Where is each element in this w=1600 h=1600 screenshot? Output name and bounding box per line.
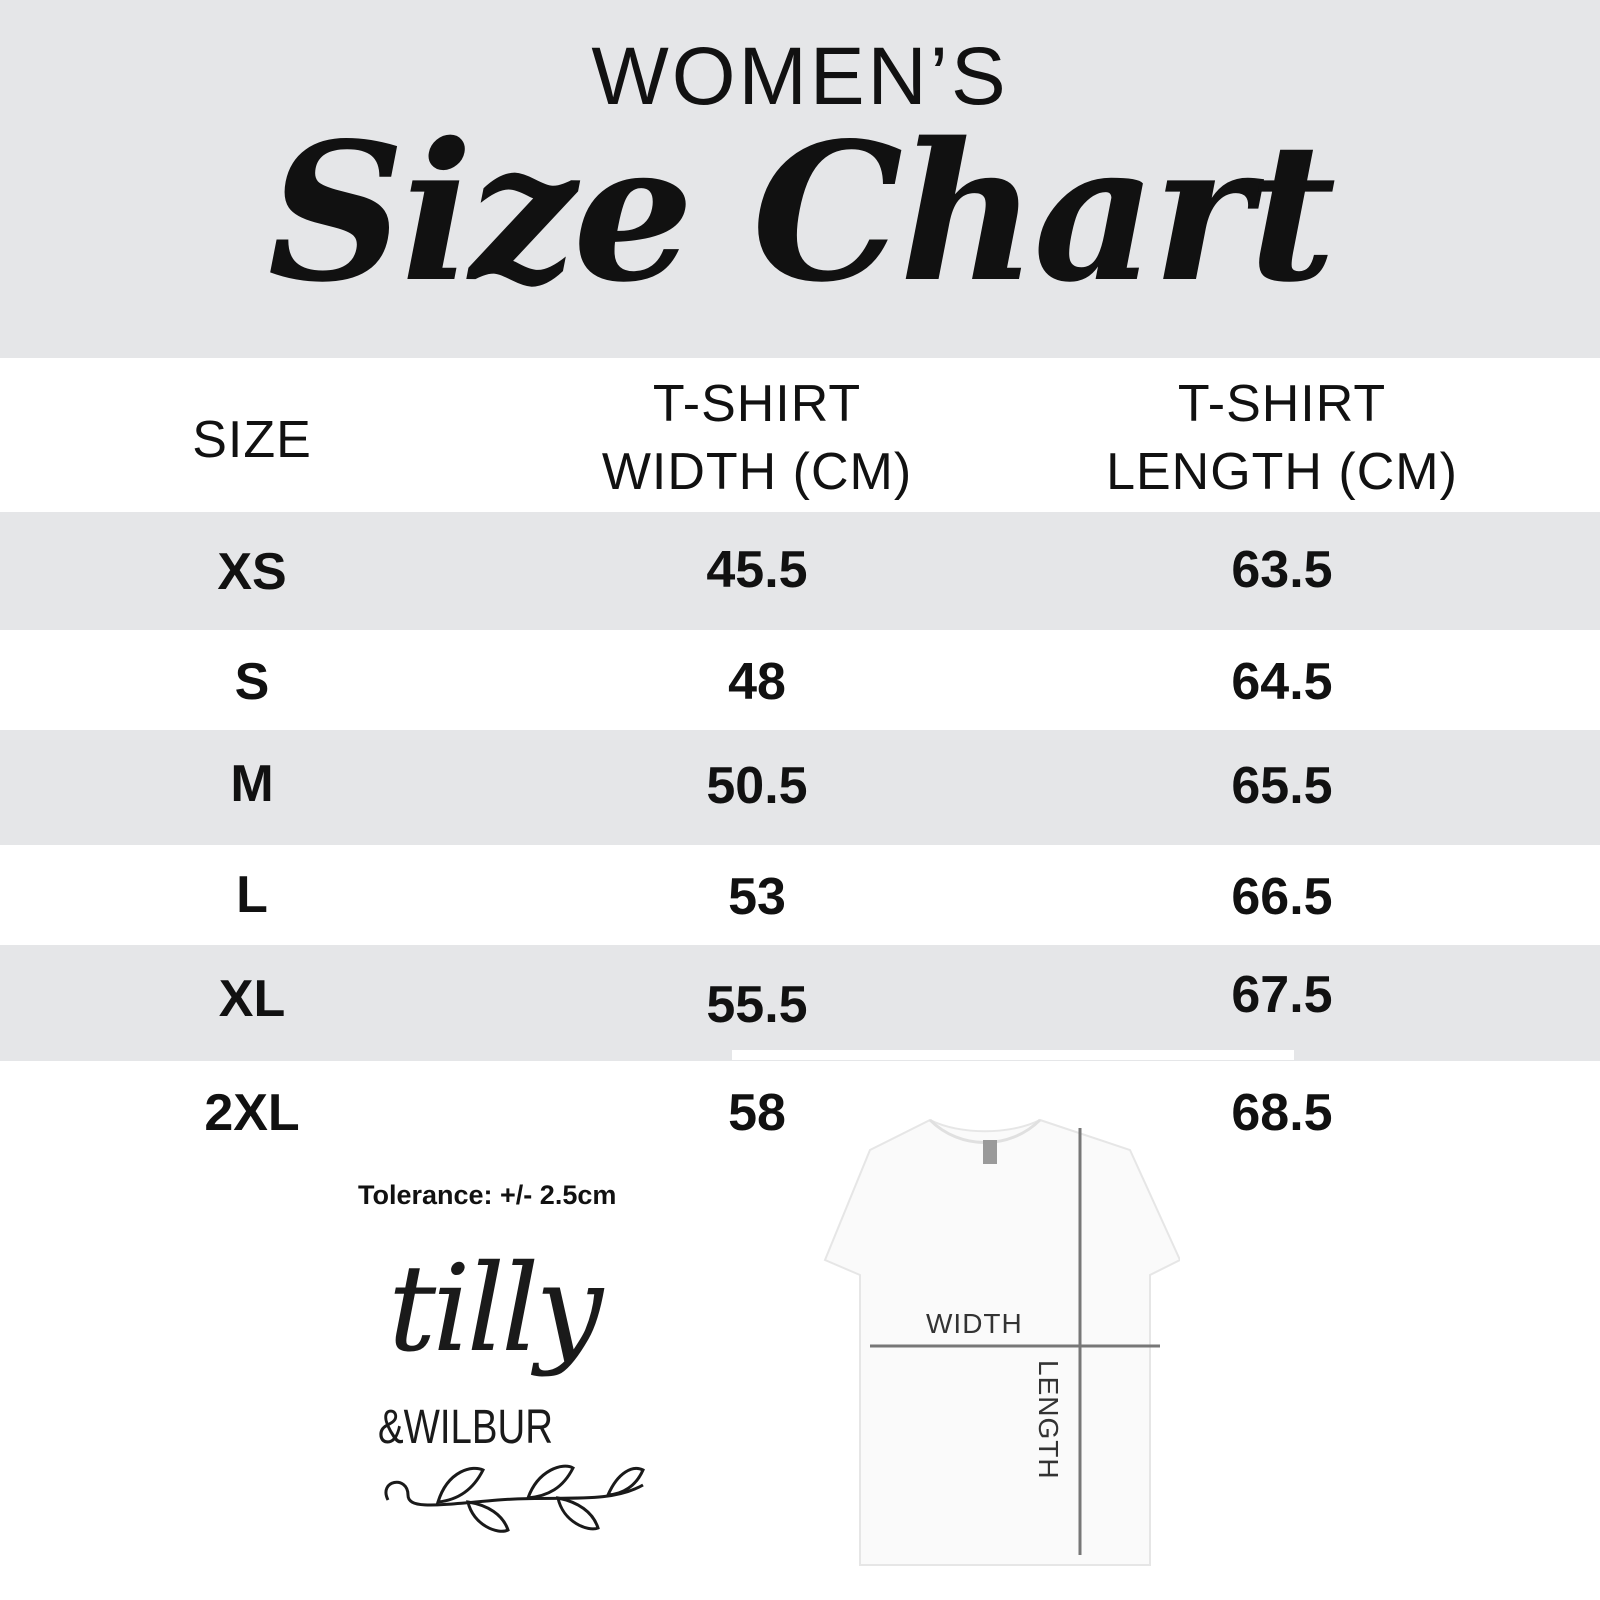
table-row: 2XL 58 68.5 xyxy=(0,1061,1600,1161)
width-cell: 45.5 xyxy=(706,541,808,599)
column-header-size: SIZE xyxy=(192,411,312,469)
table-row: S 48 64.5 xyxy=(0,630,1600,730)
size-cell: XL xyxy=(218,970,286,1028)
tolerance-note: Tolerance: +/- 2.5cm xyxy=(358,1180,617,1210)
page-title: Size Chart xyxy=(267,101,1337,324)
length-cell: 67.5 xyxy=(1231,966,1333,1024)
length-label: LENGTH xyxy=(1033,1360,1064,1480)
tshirt-icon xyxy=(823,1118,1182,1566)
width-cell: 48 xyxy=(728,653,786,711)
width-cell: 53 xyxy=(728,868,786,926)
logo-wordmark: tilly xyxy=(388,1240,603,1379)
table-row: M 50.5 65.5 xyxy=(0,730,1600,845)
length-cell: 66.5 xyxy=(1231,868,1333,926)
size-cell: M xyxy=(230,755,274,813)
tshirt-diagram: WIDTH LENGTH xyxy=(800,1110,1182,1570)
width-cell: 55.5 xyxy=(706,976,808,1034)
subtitle: WOMEN’S xyxy=(591,31,1009,122)
size-cell: S xyxy=(234,653,270,711)
width-cell: 58 xyxy=(728,1084,786,1142)
leaf-branch-icon xyxy=(384,1464,645,1533)
table-row: XL 55.5 67.5 xyxy=(0,945,1600,1061)
length-cell: 64.5 xyxy=(1231,653,1333,711)
length-cell: 68.5 xyxy=(1231,1084,1333,1142)
column-header-length: T-SHIRT LENGTH (CM) xyxy=(1106,370,1458,506)
header-line: WIDTH (CM) xyxy=(601,443,913,501)
logo-subtext: &WILBUR xyxy=(378,1401,553,1454)
table-header: SIZE T-SHIRT WIDTH (CM) T-SHIRT LENGTH (… xyxy=(0,358,1600,522)
length-cell: 65.5 xyxy=(1231,757,1333,815)
length-cell: 63.5 xyxy=(1231,541,1333,599)
header-line: LENGTH (CM) xyxy=(1106,443,1458,501)
table-row: L 53 66.5 xyxy=(0,845,1600,945)
width-cell: 50.5 xyxy=(706,757,808,815)
row-gap xyxy=(732,1050,1294,1060)
width-label: WIDTH xyxy=(926,1308,1023,1339)
header-line: T-SHIRT xyxy=(652,375,862,433)
size-cell: 2XL xyxy=(204,1084,300,1142)
column-header-width: T-SHIRT WIDTH (CM) xyxy=(602,370,912,506)
size-cell: L xyxy=(236,866,268,924)
size-cell: XS xyxy=(217,543,287,601)
brand-logo: tilly &WILBUR xyxy=(378,1240,658,1550)
title-banner: WOMEN’S Size Chart xyxy=(0,0,1600,358)
table-row: XS 45.5 63.5 xyxy=(0,512,1600,630)
header-line: T-SHIRT xyxy=(1177,375,1387,433)
